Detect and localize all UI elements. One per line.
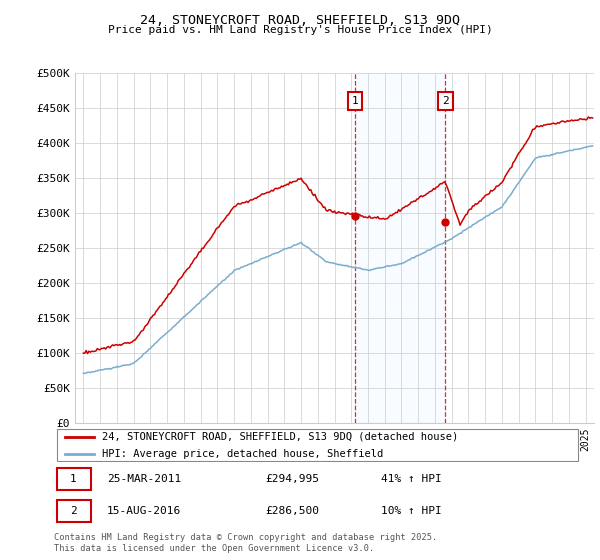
Text: HPI: Average price, detached house, Sheffield: HPI: Average price, detached house, Shef… [101,449,383,459]
Text: £294,995: £294,995 [265,474,319,484]
Text: 15-AUG-2016: 15-AUG-2016 [107,506,181,516]
Text: 10% ↑ HPI: 10% ↑ HPI [382,506,442,516]
Text: 2: 2 [70,506,77,516]
Bar [355,73,445,423]
Text: 25-MAR-2011: 25-MAR-2011 [107,474,181,484]
Text: 41% ↑ HPI: 41% ↑ HPI [382,474,442,484]
Text: £286,500: £286,500 [265,506,319,516]
FancyBboxPatch shape [56,428,578,461]
Text: Price paid vs. HM Land Registry's House Price Index (HPI): Price paid vs. HM Land Registry's House … [107,25,493,35]
Text: 24, STONEYCROFT ROAD, SHEFFIELD, S13 9DQ: 24, STONEYCROFT ROAD, SHEFFIELD, S13 9DQ [140,14,460,27]
Text: 2: 2 [442,96,449,106]
Text: Contains HM Land Registry data © Crown copyright and database right 2025.
This d: Contains HM Land Registry data © Crown c… [54,533,437,553]
FancyBboxPatch shape [56,468,91,490]
Text: 1: 1 [352,96,358,106]
Text: 1: 1 [70,474,77,484]
Text: 24, STONEYCROFT ROAD, SHEFFIELD, S13 9DQ (detached house): 24, STONEYCROFT ROAD, SHEFFIELD, S13 9DQ… [101,432,458,442]
FancyBboxPatch shape [56,500,91,522]
